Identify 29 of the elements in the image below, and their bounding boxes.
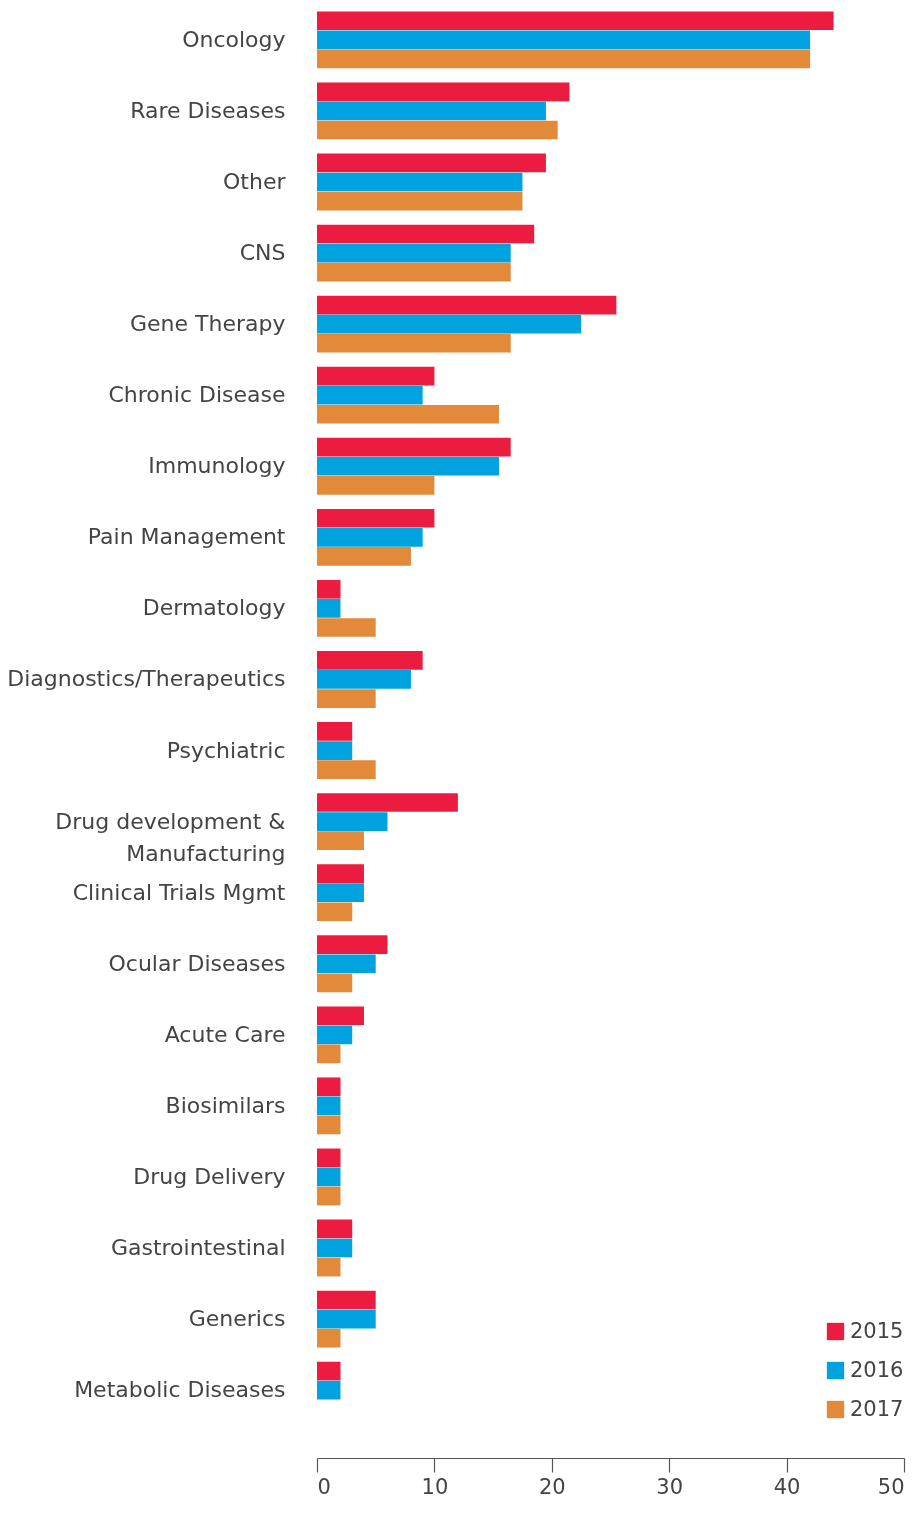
y-tick-label: Metabolic Diseases [74,1377,286,1403]
legend-label: 2017 [850,1396,904,1421]
y-tick-label: Chronic Disease [108,382,286,408]
y-tick-label: Ocular Diseases [108,950,286,976]
x-tick-label: 10 [421,1474,449,1499]
y-tick-label: Gastrointestinal [110,1235,286,1261]
y-tick-label: Psychiatric [166,737,286,763]
y-tick-label: Immunology [148,453,286,479]
legend-label: 2016 [850,1357,904,1382]
y-tick-label: CNS [239,240,286,266]
y-tick-label: Generics [188,1306,286,1332]
y-tick-label: Other [223,168,287,194]
x-tick-label: 40 [773,1474,801,1499]
y-tick-label: Gene Therapy [130,311,286,337]
x-tick-label: 20 [538,1474,566,1499]
y-tick-label: Oncology [182,26,286,52]
y-tick-label: Pain Management [87,524,286,550]
y-tick-label: Dermatology [142,595,286,621]
legend-label: 2015 [850,1318,904,1343]
x-tick-label: 30 [656,1474,684,1499]
x-tick-label: 50 [877,1474,905,1499]
x-tick-label: 0 [317,1474,331,1499]
y-tick-label: Rare Diseases [130,97,286,123]
y-tick-label: Clinical Trials Mgmt [72,879,286,905]
y-tick-label: Diagnostics/Therapeutics [7,666,286,692]
y-tick-label: Biosimilars [165,1092,286,1118]
y-tick-label: Drug Delivery [133,1163,286,1189]
y-tick-label: Drug development & Manufacturing [55,808,286,866]
y-tick-label: Acute Care [164,1021,286,1047]
